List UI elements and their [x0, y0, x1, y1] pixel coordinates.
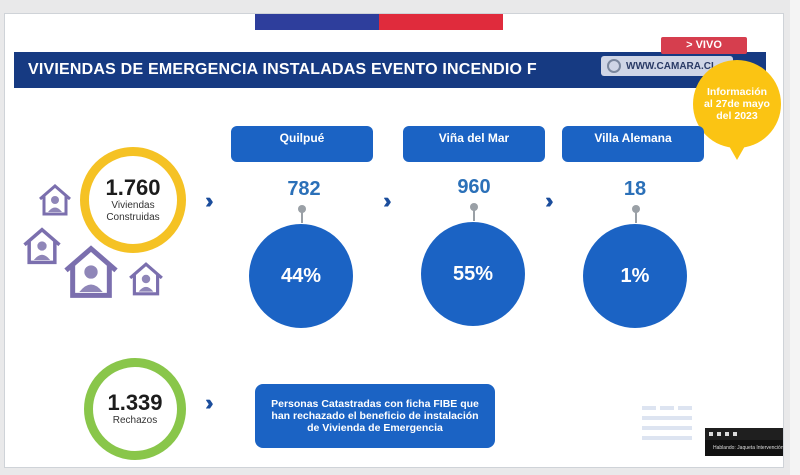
live-badge: > VIVO: [661, 37, 747, 54]
chevron-double-right-icon: ››: [383, 188, 391, 213]
house-person-icon: [39, 184, 71, 216]
pin-marker: [470, 203, 478, 221]
house-person-icon: [23, 227, 61, 265]
city-value-vina-del-mar: 960: [457, 176, 491, 198]
rejections-label: Rechazos: [112, 415, 158, 426]
pin-marker: [298, 205, 306, 223]
city-percent-quilpue: 44%: [249, 224, 353, 328]
built-homes-circle: 1.760 Viviendas Construidas: [80, 147, 186, 253]
rejections-value: 1.339: [107, 390, 163, 415]
window-edge: [790, 0, 800, 475]
city-value-villa-alemana: 18: [623, 178, 647, 200]
video-caption: Hablando: Jaqueta Intervención: [705, 440, 783, 456]
city-header-vina-del-mar: Viña del Mar: [403, 126, 545, 162]
house-person-icon: [129, 262, 163, 296]
city-header-quilpue: Quilpué: [231, 126, 373, 162]
watermark-logo: [642, 406, 692, 440]
chevron-double-right-icon: ››: [205, 188, 213, 213]
house-person-icon: [64, 245, 118, 298]
flag-bar: [255, 14, 503, 30]
built-homes-label-1: Viviendas: [111, 200, 155, 211]
chevron-double-right-icon: ››: [205, 390, 213, 415]
info-date-badge: Información al 27de mayo del 2023: [693, 60, 781, 160]
pin-marker: [632, 205, 640, 223]
camara-seal-icon: [607, 59, 621, 73]
city-header-villa-alemana: Villa Alemana: [562, 126, 704, 162]
city-value-quilpue: 782: [287, 178, 321, 200]
broadcaster-url: WWW.CAMARA.CL: [626, 60, 718, 72]
built-homes-value: 1.760: [105, 175, 161, 200]
broadcaster-logo: WWW.CAMARA.CL: [601, 56, 733, 76]
rejection-note-box: Personas Catastradas con ficha FIBE que …: [255, 384, 495, 448]
chevron-double-right-icon: ››: [545, 188, 553, 213]
rejections-circle: 1.339 Rechazos: [84, 358, 186, 460]
city-percent-villa-alemana: 1%: [583, 224, 687, 328]
badge-line-2: al 27de mayo: [704, 98, 770, 110]
video-controls[interactable]: [705, 428, 783, 440]
presentation-slide: VIVIENDAS DE EMERGENCIA INSTALADAS EVENT…: [4, 13, 784, 468]
badge-line-1: Información: [706, 86, 768, 98]
built-homes-label-2: Construidas: [106, 212, 160, 223]
city-percent-vina-del-mar: 55%: [421, 222, 525, 326]
badge-line-3: del 2023: [716, 110, 758, 122]
